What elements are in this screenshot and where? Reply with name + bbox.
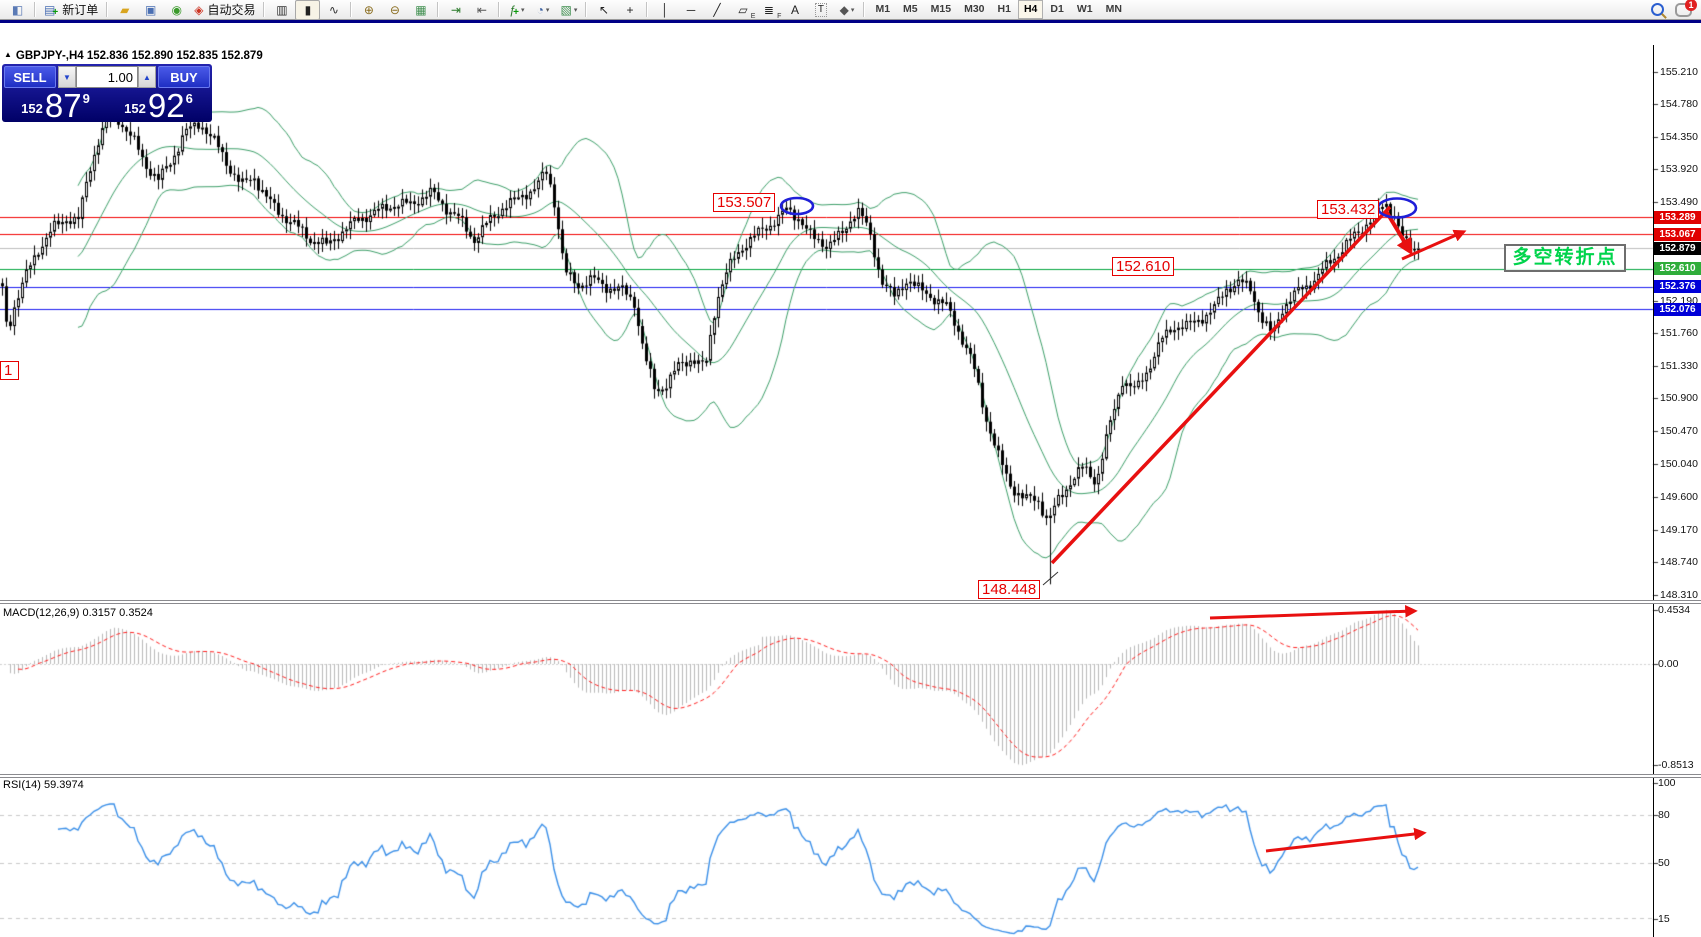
buy-price-prefix: 152 [124,101,146,116]
rsi-panel-splitter[interactable] [0,774,1701,778]
sell-price[interactable]: 152 87 9 [4,87,107,124]
macd-label: MACD(12,26,9) 0.3157 0.3524 [3,607,153,619]
signal-icon[interactable]: ◉ [171,2,182,17]
chart-profile-icon[interactable]: ◧ [11,2,24,17]
volume-decrease-button[interactable]: ▼ [58,66,76,88]
auto-trading-button[interactable]: ◈ 自动交易 [194,2,256,18]
auto-scroll-button[interactable]: ⇥ [450,2,461,17]
channel-button[interactable]: ▱ E [738,2,756,20]
main-toolbar: ◧ ▤ + 新订单 ▰ ▣ ◉ ◈ 自动交易 ▥ ▮ ∿ ⊕ ⊖ ▦ ⇥ ⇤ ƒ + ▾ ◔ ▾ ▧ ▾ ↖ + │ ─ ╱ ▱ E ≣ F A T… [0,0,1701,20]
buy-price[interactable]: 152 92 6 [107,87,210,124]
trendline-button[interactable]: ╱ [713,2,721,17]
text-label-button[interactable]: T [808,0,833,20]
text-button[interactable]: A [790,2,799,17]
chart-window[interactable]: ▲ GBPJPY-,H4 152.836 152.890 152.835 152.… [0,23,1701,937]
notification-badge: 1 [1685,0,1697,11]
search-icon[interactable] [1645,0,1670,20]
toolbar-separator [34,2,36,17]
toolbar-separator [263,2,266,17]
rsi-label: RSI(14) 59.3974 [3,779,84,791]
new-order-button[interactable]: ▤ + 新订单 [44,2,99,19]
window-accent-bar [0,20,1701,23]
vertical-line-button[interactable]: │ [661,2,669,17]
toolbar-separator [863,2,866,17]
horizontal-line-button[interactable]: ─ [686,2,696,17]
timeframe-button-h4[interactable]: H4 [1017,0,1044,19]
volume-increase-button[interactable]: ▲ [138,66,156,88]
computer-icon[interactable]: ▣ [145,2,157,17]
chat-icon[interactable]: 1 [1671,0,1697,20]
chart-shift-button[interactable]: ⇤ [476,2,487,17]
zoom-in-button[interactable]: ⊕ [363,2,374,17]
price-chart-canvas[interactable] [0,23,1701,937]
buy-price-sup: 6 [185,91,193,106]
volume-input[interactable] [76,66,138,88]
timeframe-button-m15[interactable]: M15 [930,3,952,15]
zoom-out-button[interactable]: ⊖ [389,2,400,17]
chat-bubble-icon: 1 [1675,0,1697,17]
toolbar-separator [437,2,440,17]
toolbar-separator [498,2,501,17]
timeframe-button-d1[interactable]: D1 [1050,3,1064,15]
sell-price-main: 87 [44,87,82,124]
timeframe-button-m30[interactable]: M30 [964,3,985,15]
cursor-button[interactable]: ↖ [598,2,609,17]
buy-button[interactable]: BUY [158,66,210,88]
gold-bar-icon[interactable]: ▰ [120,2,130,17]
tile-windows-button[interactable]: ▦ [415,2,427,17]
toolbar-separator [350,2,353,17]
crosshair-button[interactable]: + [626,2,634,17]
timeframe-button-h1[interactable]: H1 [997,3,1011,15]
toolbar-separator [585,2,588,17]
indicators-button[interactable]: ƒ + ▾ [509,2,525,19]
collapse-triangle-icon[interactable]: ▲ [4,50,12,59]
timeframe-button-w1[interactable]: W1 [1076,3,1093,15]
price-axis-line[interactable] [1653,45,1654,937]
macd-panel-splitter[interactable] [0,600,1701,604]
line-chart-button[interactable]: ∿ [328,2,339,17]
toolbar-separator [106,2,109,17]
fibonacci-button[interactable]: ≣ F [763,2,782,20]
sell-price-prefix: 152 [21,101,43,116]
timeframe-button-mn[interactable]: MN [1105,3,1122,15]
bar-chart-button[interactable]: ▥ [276,2,288,17]
templates-button[interactable]: ▧ ▾ [560,2,578,17]
volume-stepper: ▼ ▲ [58,66,156,88]
timeframe-button-m1[interactable]: M1 [875,3,891,15]
toolbar-separator [646,2,649,17]
periods-button[interactable]: ◔ ▾ [536,2,550,17]
timeframe-button-m5[interactable]: M5 [903,3,918,15]
sell-price-sup: 9 [82,91,90,106]
symbol-ohlc-text: GBPJPY-,H4 152.836 152.890 152.835 152.8… [15,50,263,62]
candlestick-chart-button[interactable]: ▮ [295,0,321,20]
shapes-button[interactable]: ◆ ▾ [839,2,855,17]
magnifier-glass-icon [1651,3,1664,16]
chart-ohlc-header: ▲ GBPJPY-,H4 152.836 152.890 152.835 152.… [4,50,263,62]
sell-button[interactable]: SELL [4,66,56,88]
buy-price-main: 92 [147,87,185,124]
